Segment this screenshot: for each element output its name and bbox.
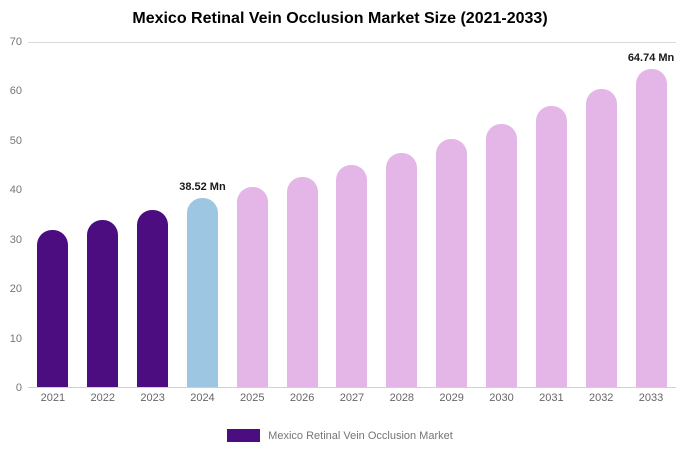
- bar-2025: [236, 187, 268, 387]
- bar-2033: [635, 68, 667, 387]
- y-tick-label: 20: [9, 283, 22, 296]
- x-tick-label-2022: 2022: [90, 392, 115, 404]
- x-tick-label-2030: 2030: [489, 392, 514, 404]
- bar-2021: [37, 229, 69, 387]
- bar-slot-2028: [377, 43, 427, 387]
- x-tick-label-2028: 2028: [389, 392, 415, 404]
- bar-2031: [535, 106, 567, 387]
- bar-slot-2025: [227, 43, 277, 387]
- bar-2024: [186, 197, 218, 387]
- bar-slot-2022: [78, 43, 128, 387]
- bar-slot-2024: 38.52 Mn: [178, 43, 228, 387]
- y-tick-label: 30: [9, 233, 22, 246]
- x-axis: 2021 2022 2023 2024 2025 2026 2027 2028 2029 2030…: [28, 392, 676, 408]
- bar-2032: [585, 88, 617, 387]
- bar-value-label-2033: 64.74 Mn: [627, 51, 675, 64]
- legend-swatch-icon: [227, 429, 261, 442]
- y-tick-label: 70: [9, 36, 22, 48]
- x-tick-label-2032: 2032: [588, 392, 614, 404]
- bar-slot-2031: [526, 43, 576, 387]
- legend: Mexico Retinal Vein Occlusion Market: [0, 429, 680, 442]
- y-tick-label: 50: [9, 134, 22, 147]
- y-tick-label: 0: [15, 382, 22, 394]
- bar-slot-2023: [128, 43, 178, 387]
- bars-container: 38.52 Mn 64.74 Mn: [28, 43, 676, 387]
- bar-2023: [137, 209, 169, 387]
- bar-slot-2026: [277, 43, 327, 387]
- x-tick-label-2025: 2025: [240, 392, 265, 404]
- x-tick-label-2024: 2024: [190, 392, 215, 404]
- y-tick-label: 60: [9, 85, 22, 98]
- plot-area: 38.52 Mn 64.74 Mn: [28, 42, 676, 388]
- bar-2028: [386, 152, 418, 387]
- bar-slot-2021: [28, 43, 78, 387]
- legend-label: Mexico Retinal Vein Occlusion Market: [268, 429, 453, 442]
- x-tick-label-2026: 2026: [289, 392, 315, 404]
- x-tick-label-2031: 2031: [539, 392, 564, 404]
- y-tick-label: 10: [9, 332, 22, 345]
- bar-2029: [436, 138, 468, 387]
- x-tick-label-2029: 2029: [439, 392, 464, 404]
- bar-2030: [486, 123, 518, 387]
- y-tick-label: 40: [9, 184, 22, 197]
- x-tick-label-2033: 2033: [638, 392, 664, 404]
- chart-title: Mexico Retinal Vein Occlusion Market Siz…: [132, 10, 548, 27]
- bar-slot-2030: [477, 43, 527, 387]
- bar-2026: [286, 176, 318, 387]
- bar-slot-2027: [327, 43, 377, 387]
- x-tick-label-2021: 2021: [40, 392, 66, 404]
- y-axis: 0 10 20 30 40 50 60 70: [0, 36, 24, 394]
- bar-2022: [87, 219, 119, 387]
- bar-slot-2029: [427, 43, 477, 387]
- bar-slot-2032: [576, 43, 626, 387]
- x-tick-label-2027: 2027: [339, 392, 365, 404]
- bar-2027: [336, 164, 368, 387]
- x-tick-label-2023: 2023: [140, 392, 165, 404]
- bar-slot-2033: 64.74 Mn: [626, 43, 676, 387]
- bar-value-label-2024: 38.52 Mn: [179, 180, 226, 193]
